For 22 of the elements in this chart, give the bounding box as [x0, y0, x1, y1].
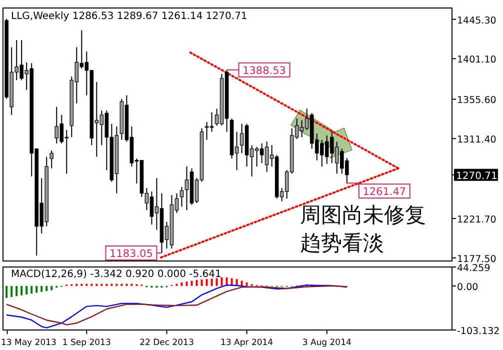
y-tick-label: 1311.40	[457, 134, 496, 146]
annotation: 周图尚未修复	[300, 203, 426, 227]
y-tick-label: 1355.60	[457, 95, 496, 106]
x-tick-label: 13 May 2013	[1, 338, 56, 348]
y-tick-label: 1270.71	[456, 170, 498, 182]
annotation: 1388.53	[242, 64, 286, 77]
y-tick-label: 44.259	[457, 263, 490, 274]
annotation: 1261.47	[362, 186, 406, 198]
chart-title: MACD(12,26,9) -3.342 0.920 0.000 -5.641	[11, 269, 222, 280]
chart-title: LLG,Weekly 1286.53 1289.67 1261.14 1270.71	[11, 11, 248, 22]
x-tick-label: 13 Apr 2014	[220, 338, 274, 348]
y-tick-label: 0.00	[457, 282, 478, 293]
y-tick-label: 1177.50	[457, 254, 496, 265]
y-tick-label: -103.132	[457, 326, 500, 337]
x-tick-label: 1 Sep 2013	[62, 338, 111, 348]
y-tick-label: 1445.30	[457, 15, 496, 26]
y-tick-label: 1401.10	[457, 54, 496, 66]
x-tick-label: 22 Dec 2013	[140, 338, 194, 348]
x-tick-label: 3 Aug 2014	[302, 338, 352, 348]
y-tick-label: 1221.70	[457, 214, 496, 226]
annotation: 趋势看淡	[300, 231, 384, 255]
annotation: 1183.05	[110, 248, 153, 260]
